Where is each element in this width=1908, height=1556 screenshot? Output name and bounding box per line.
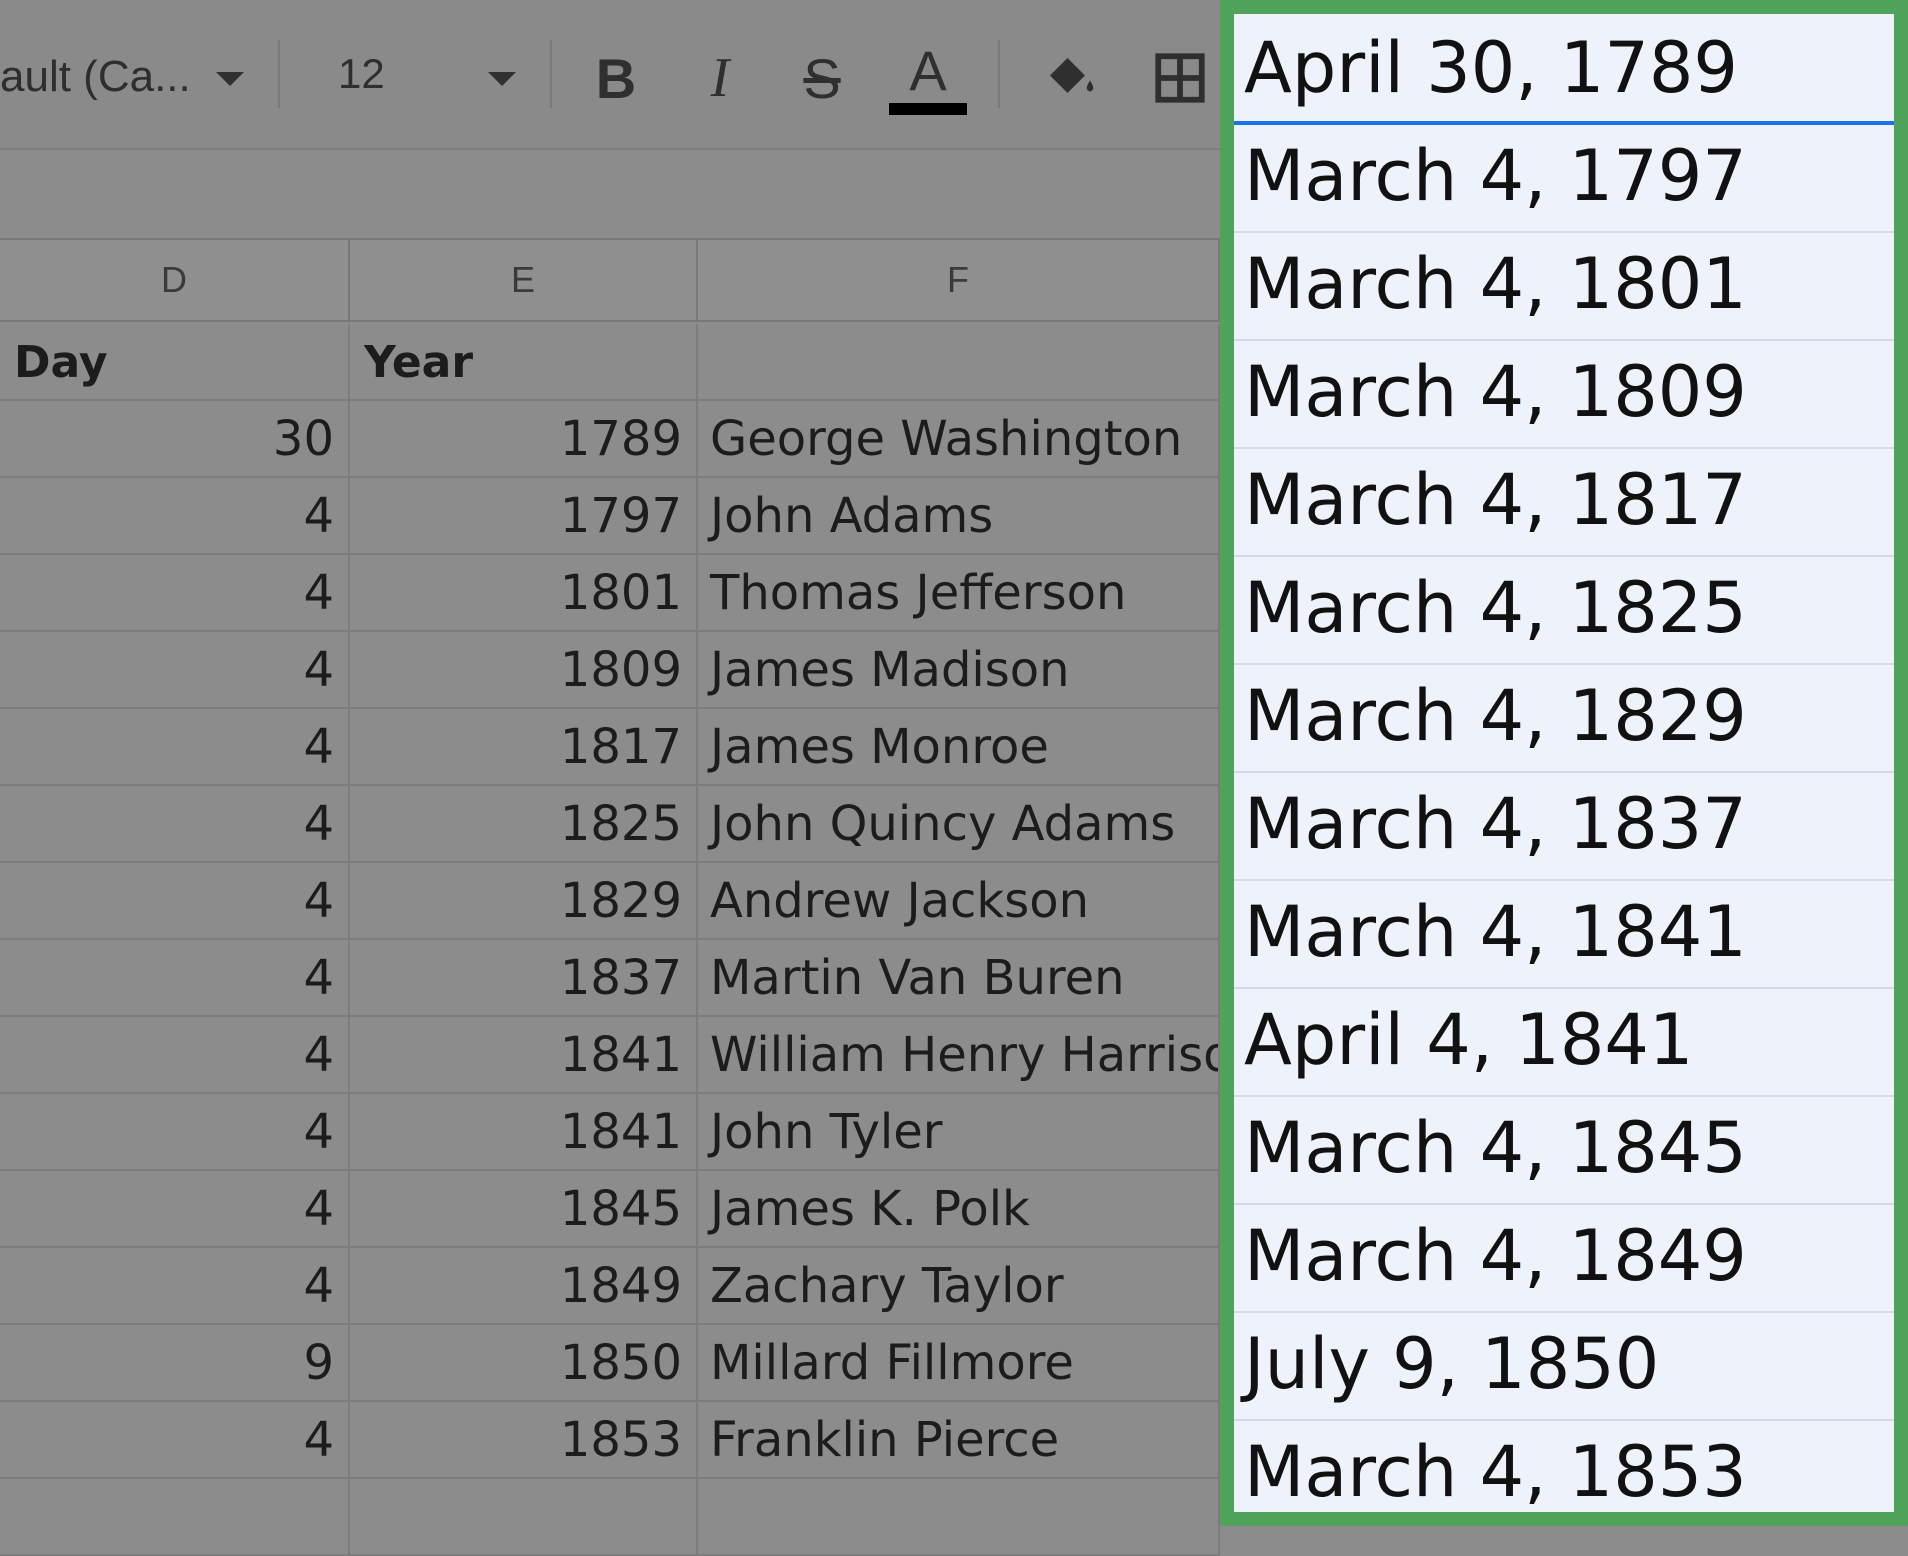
cell-name[interactable]: John Adams (698, 478, 1220, 555)
date-cell[interactable]: March 4, 1853 (1234, 1422, 1894, 1512)
cell-day[interactable]: 4 (0, 709, 350, 786)
cell-day[interactable]: 4 (0, 478, 350, 555)
cell-name[interactable]: William Henry Harriso (698, 1017, 1220, 1094)
bold-button[interactable]: B (576, 40, 656, 116)
strikethrough-icon: S (803, 46, 841, 110)
cell-year[interactable]: 1853 (350, 1402, 698, 1479)
strikethrough-button[interactable]: S (782, 40, 862, 116)
toolbar-divider (550, 40, 552, 108)
date-cell[interactable]: March 4, 1841 (1234, 882, 1894, 989)
cell-year[interactable]: 1837 (350, 940, 698, 1017)
cell-year[interactable]: 1841 (350, 1017, 698, 1094)
cell-name[interactable]: Andrew Jackson (698, 863, 1220, 940)
font-size-chevron-down-icon[interactable] (488, 72, 516, 86)
cell-day[interactable]: 30 (0, 401, 350, 478)
cell-day[interactable]: 4 (0, 786, 350, 863)
cell-name[interactable]: James Monroe (698, 709, 1220, 786)
cell-name[interactable]: John Quincy Adams (698, 786, 1220, 863)
cell-year[interactable]: 1845 (350, 1171, 698, 1248)
cell-day[interactable]: 4 (0, 863, 350, 940)
cell-name[interactable]: Thomas Jefferson (698, 555, 1220, 632)
cell-e-header[interactable]: Year (350, 324, 698, 401)
toolbar-divider (278, 40, 280, 108)
cell-year[interactable]: 1850 (350, 1325, 698, 1402)
date-cell[interactable]: March 4, 1797 (1234, 126, 1894, 233)
empty-cell[interactable] (0, 1479, 350, 1556)
text-color-icon: A (909, 39, 947, 102)
empty-cell[interactable] (698, 1479, 1220, 1556)
paint-bucket-icon (1050, 58, 1094, 93)
date-cell[interactable]: July 9, 1850 (1234, 1314, 1894, 1421)
borders-button[interactable] (1140, 40, 1220, 116)
cell-year[interactable]: 1809 (350, 632, 698, 709)
cell-name[interactable]: James Madison (698, 632, 1220, 709)
cell-year[interactable]: 1789 (350, 401, 698, 478)
cell-year[interactable]: 1801 (350, 555, 698, 632)
cell-year[interactable]: 1849 (350, 1248, 698, 1325)
cell-day[interactable]: 4 (0, 1017, 350, 1094)
cell-name[interactable]: John Tyler (698, 1094, 1220, 1171)
cell-d-header[interactable]: Day (0, 324, 350, 401)
empty-cell[interactable] (350, 1479, 698, 1556)
cell-day[interactable]: 4 (0, 1094, 350, 1171)
italic-icon: I (710, 47, 730, 109)
cell-day[interactable]: 4 (0, 1171, 350, 1248)
cell-year[interactable]: 1841 (350, 1094, 698, 1171)
date-cell[interactable]: March 4, 1809 (1234, 342, 1894, 449)
column-header-d[interactable]: D (0, 238, 350, 322)
cell-name[interactable]: Zachary Taylor (698, 1248, 1220, 1325)
date-cell[interactable]: March 4, 1849 (1234, 1206, 1894, 1313)
cell-day[interactable]: 9 (0, 1325, 350, 1402)
borders-grid-icon (1155, 53, 1205, 103)
cell-year[interactable]: 1797 (350, 478, 698, 555)
toolbar: ault (Ca... 12 B I S A (0, 0, 1220, 150)
column-header-f[interactable]: F (698, 238, 1220, 322)
toolbar-divider (998, 40, 1000, 108)
active-date-cell[interactable]: April 30, 1789 (1234, 18, 1894, 125)
cell-day[interactable]: 4 (0, 1402, 350, 1479)
cell-name[interactable]: George Washington (698, 401, 1220, 478)
text-color-button[interactable]: A (888, 40, 968, 116)
date-cell[interactable]: March 4, 1801 (1234, 234, 1894, 341)
font-family-chevron-down-icon[interactable] (216, 72, 244, 86)
date-cell[interactable]: March 4, 1829 (1234, 666, 1894, 773)
font-family-select[interactable]: ault (Ca... (0, 52, 191, 101)
cell-name[interactable]: Martin Van Buren (698, 940, 1220, 1017)
highlighted-date-column: April 30, 1789 March 4, 1797 March 4, 1801… (1220, 0, 1908, 1526)
column-header-e[interactable]: E (350, 238, 698, 322)
bold-icon: B (595, 46, 637, 110)
cell-day[interactable]: 4 (0, 1248, 350, 1325)
cell-day[interactable]: 4 (0, 632, 350, 709)
cell-year[interactable]: 1825 (350, 786, 698, 863)
cell-name[interactable]: Franklin Pierce (698, 1402, 1220, 1479)
font-size-select[interactable]: 12 (338, 50, 385, 97)
cell-day[interactable]: 4 (0, 555, 350, 632)
date-cell[interactable]: March 4, 1817 (1234, 450, 1894, 557)
cell-f-header[interactable] (698, 324, 1220, 401)
text-color-swatch (889, 103, 967, 115)
cell-day[interactable]: 4 (0, 940, 350, 1017)
date-cell[interactable]: April 4, 1841 (1234, 990, 1894, 1097)
date-cell[interactable]: March 4, 1825 (1234, 558, 1894, 665)
cell-year[interactable]: 1829 (350, 863, 698, 940)
cell-name[interactable]: James K. Polk (698, 1171, 1220, 1248)
cell-year[interactable]: 1817 (350, 709, 698, 786)
italic-button[interactable]: I (680, 40, 760, 116)
date-cell[interactable]: March 4, 1845 (1234, 1098, 1894, 1205)
cell-name[interactable]: Millard Fillmore (698, 1325, 1220, 1402)
date-cell[interactable]: March 4, 1837 (1234, 774, 1894, 881)
fill-color-button[interactable] (1030, 40, 1110, 116)
